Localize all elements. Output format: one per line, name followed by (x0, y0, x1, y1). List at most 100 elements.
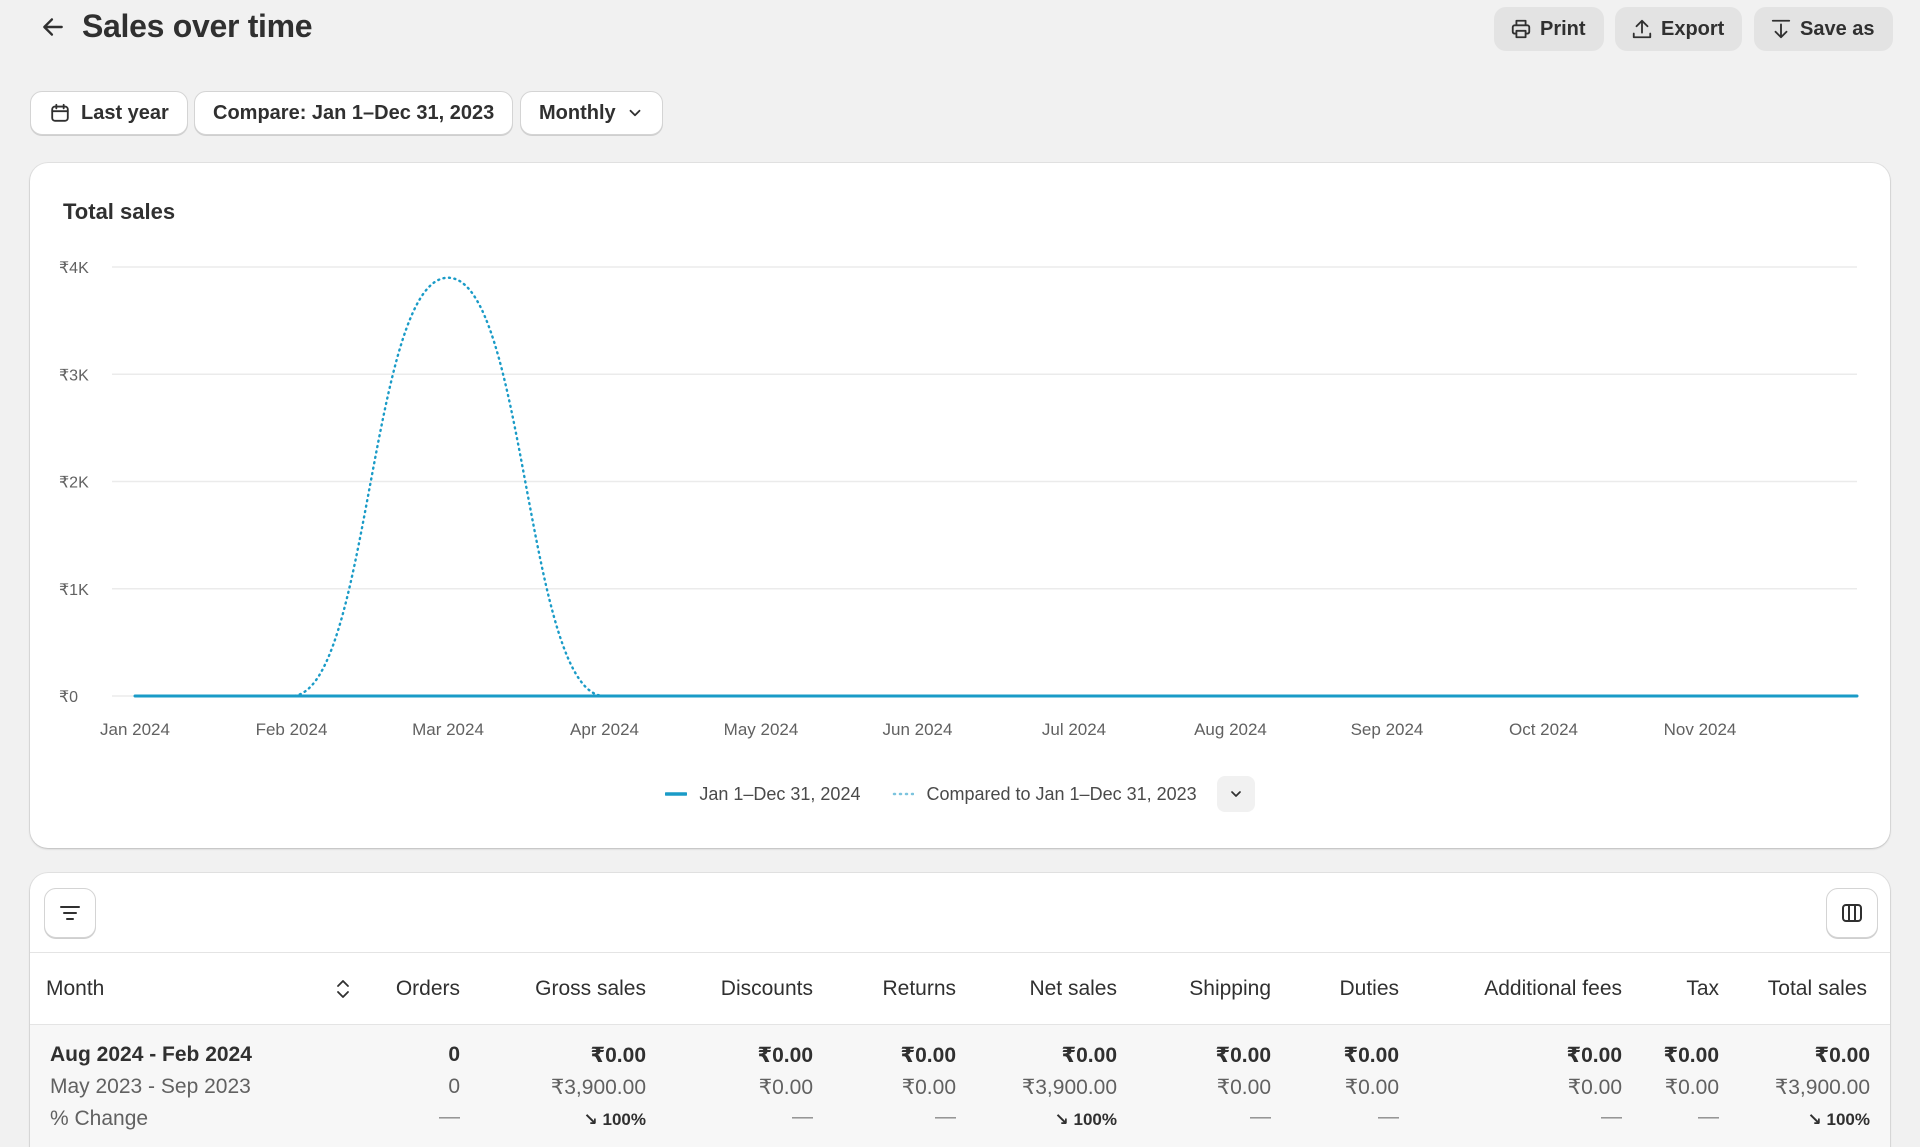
change-duties: — (1378, 1105, 1399, 1128)
y-tick-label: ₹1K (59, 582, 89, 599)
current-additional-fees: ₹0.00 (1566, 1044, 1622, 1067)
print-button[interactable]: Print (1494, 7, 1604, 51)
y-tick-label: ₹4K (59, 260, 89, 277)
column-header-returns[interactable]: Returns (882, 977, 956, 1000)
column-header-shipping[interactable]: Shipping (1189, 977, 1271, 1000)
previous-discounts: ₹0.00 (758, 1076, 813, 1099)
previous-returns: ₹0.00 (901, 1076, 956, 1099)
change-orders: — (439, 1105, 460, 1128)
columns-icon (1842, 904, 1862, 922)
x-tick-label: Oct 2024 (1509, 720, 1578, 739)
current-returns: ₹0.00 (900, 1044, 956, 1067)
compare-button[interactable]: Compare: Jan 1–Dec 31, 2023 (194, 91, 514, 135)
x-tick-label: Jan 2024 (100, 720, 170, 739)
date-range-button[interactable]: Last year (30, 91, 188, 135)
legend-item-primary[interactable]: Jan 1–Dec 31, 2024 (665, 784, 860, 805)
x-tick-label: Feb 2024 (256, 720, 328, 739)
previous-gross-sales: ₹3,900.00 (550, 1076, 646, 1099)
sort-icon[interactable] (336, 977, 350, 1007)
filter-lines-icon (60, 906, 80, 920)
chevron-down-icon (1230, 791, 1241, 797)
save-as-label: Save as (1800, 17, 1875, 40)
chevron-down-icon (629, 109, 641, 117)
sales-table-card: Month Orders Gross sales Discounts Retur… (30, 873, 1890, 1147)
change-gross-sales: ↘ 100% (583, 1110, 646, 1129)
granularity-dropdown[interactable]: Monthly (520, 91, 663, 135)
column-header-discounts[interactable]: Discounts (720, 977, 813, 1000)
print-label: Print (1540, 17, 1586, 40)
x-tick-label: Jun 2024 (883, 720, 953, 739)
printer-icon (1511, 19, 1531, 39)
x-tick-label: May 2024 (724, 720, 799, 739)
export-label: Export (1661, 17, 1725, 40)
comparison-series-line (133, 276, 1859, 698)
x-tick-label: Nov 2024 (1664, 720, 1737, 739)
current-duties: ₹0.00 (1343, 1044, 1399, 1067)
page-title: Sales over time (82, 8, 313, 44)
change-shipping: — (1250, 1105, 1271, 1128)
summary-previous-label: May 2023 - Sep 2023 (50, 1075, 251, 1098)
previous-orders: 0 (448, 1075, 460, 1098)
legend-item-comparison[interactable]: Compared to Jan 1–Dec 31, 2023 (892, 776, 1255, 812)
y-tick-label: ₹3K (59, 367, 89, 384)
total-sales-chart-card: Total sales ₹0 ₹1K ₹2K ₹3K ₹4K Jan 2024 Feb 2… (30, 163, 1890, 848)
back-button[interactable] (36, 10, 70, 44)
solid-line-swatch-icon (665, 792, 688, 796)
x-tick-label: Aug 2024 (1194, 720, 1267, 739)
save-as-button[interactable]: Save as (1754, 7, 1893, 51)
previous-total-sales: ₹3,900.00 (1774, 1076, 1870, 1099)
summary-change-label: % Change (50, 1107, 149, 1130)
y-tick-label: ₹0 (59, 689, 78, 706)
column-header-gross-sales[interactable]: Gross sales (535, 977, 646, 1000)
column-header-net-sales[interactable]: Net sales (1029, 977, 1117, 1000)
filter-button[interactable] (44, 888, 96, 938)
column-header-tax[interactable]: Tax (1686, 977, 1719, 1000)
summary-current-label: Aug 2024 - Feb 2024 (50, 1043, 252, 1066)
current-net-sales: ₹0.00 (1061, 1044, 1117, 1067)
x-tick-label: Sep 2024 (1351, 720, 1424, 739)
change-returns: — (935, 1105, 956, 1128)
change-total-sales: ↘ 100% (1807, 1110, 1870, 1129)
total-sales-chart: ₹0 ₹1K ₹2K ₹3K ₹4K Jan 2024 Feb 2024 Mar 2024 A… (59, 260, 1859, 739)
compare-label: Compare: Jan 1–Dec 31, 2023 (213, 101, 495, 124)
export-button[interactable]: Export (1615, 7, 1743, 51)
legend-expand-button[interactable] (1216, 776, 1255, 812)
download-icon (1771, 19, 1791, 39)
previous-additional-fees: ₹0.00 (1567, 1076, 1622, 1099)
chart-title: Total sales (63, 199, 176, 224)
column-header-month[interactable]: Month (46, 977, 105, 1000)
chart-legend: Jan 1–Dec 31, 2024 Compared to Jan 1–Dec… (30, 774, 1890, 814)
y-tick-label: ₹2K (59, 475, 89, 492)
current-total-sales: ₹0.00 (1814, 1044, 1870, 1067)
calendar-icon (51, 103, 69, 122)
current-discounts: ₹0.00 (757, 1044, 813, 1067)
current-tax: ₹0.00 (1663, 1044, 1719, 1067)
change-tax: — (1698, 1105, 1719, 1128)
previous-tax: ₹0.00 (1664, 1076, 1719, 1099)
upload-icon (1632, 19, 1652, 39)
column-header-orders[interactable]: Orders (395, 977, 460, 1000)
current-shipping: ₹0.00 (1215, 1044, 1271, 1067)
dotted-line-swatch-icon (893, 792, 915, 796)
change-net-sales: ↘ 100% (1054, 1110, 1117, 1129)
table-header: Month Orders Gross sales Discounts Retur… (30, 952, 1890, 1025)
column-header-total-sales[interactable]: Total sales (1767, 977, 1867, 1000)
current-gross-sales: ₹0.00 (590, 1044, 646, 1067)
change-discounts: — (792, 1105, 813, 1128)
change-additional-fees: — (1601, 1105, 1622, 1128)
x-tick-label: Mar 2024 (412, 720, 484, 739)
page-header: Sales over time Print Export Save as (0, 0, 1920, 60)
previous-shipping: ₹0.00 (1216, 1076, 1271, 1099)
arrow-left-icon (43, 18, 63, 36)
columns-button[interactable] (1826, 888, 1878, 938)
date-range-label: Last year (81, 101, 169, 124)
previous-net-sales: ₹3,900.00 (1021, 1076, 1117, 1099)
column-header-additional-fees[interactable]: Additional fees (1484, 977, 1622, 1000)
current-orders: 0 (448, 1043, 460, 1066)
x-tick-label: Apr 2024 (570, 720, 639, 739)
x-tick-label: Jul 2024 (1042, 720, 1106, 739)
legend-label-primary: Jan 1–Dec 31, 2024 (699, 783, 861, 804)
column-header-duties[interactable]: Duties (1339, 977, 1399, 1000)
previous-duties: ₹0.00 (1344, 1076, 1399, 1099)
legend-label-comparison: Compared to Jan 1–Dec 31, 2023 (926, 783, 1197, 804)
